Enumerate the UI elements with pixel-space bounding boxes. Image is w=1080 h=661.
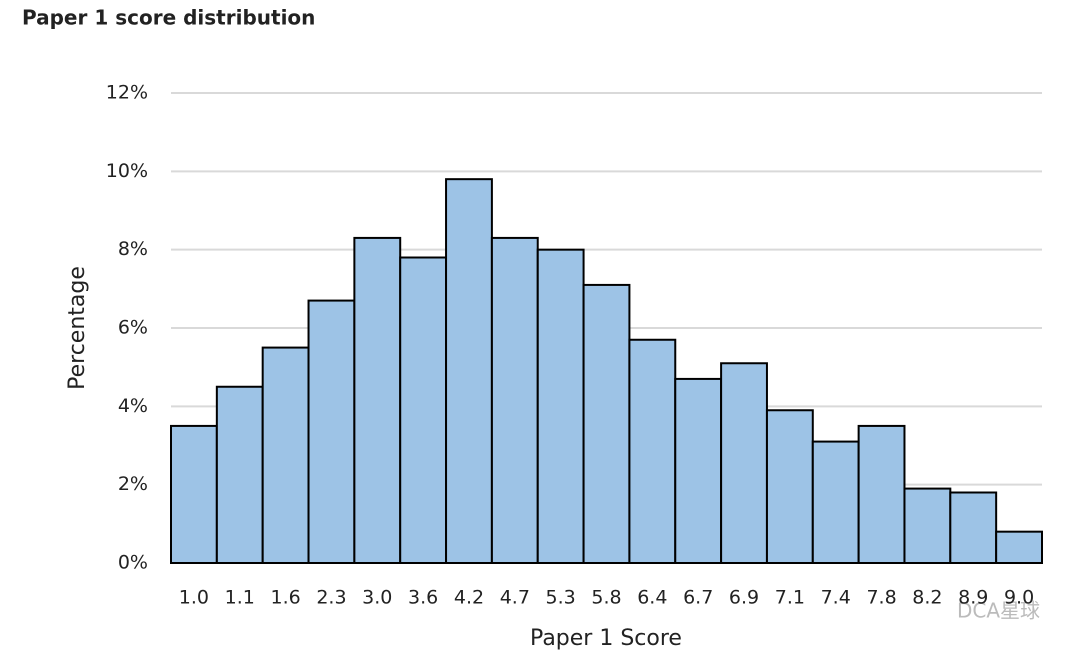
bar bbox=[307, 299, 356, 564]
x-tick-label: 5.3 bbox=[546, 587, 576, 609]
x-tick-label: 5.8 bbox=[591, 587, 621, 609]
bar bbox=[536, 248, 585, 565]
y-tick-label: 10% bbox=[106, 160, 148, 182]
bar bbox=[490, 236, 539, 565]
x-tick-label: 7.1 bbox=[775, 587, 805, 609]
x-tick-label: 7.8 bbox=[866, 587, 896, 609]
bar bbox=[399, 256, 448, 564]
bar bbox=[353, 236, 402, 565]
x-tick-label: 8.2 bbox=[912, 587, 942, 609]
bar bbox=[720, 362, 768, 564]
bar bbox=[857, 424, 906, 564]
x-tick-label: 1.0 bbox=[179, 587, 209, 609]
x-tick-label: 6.4 bbox=[637, 587, 667, 609]
x-tick-label: 6.7 bbox=[683, 587, 713, 609]
bar bbox=[170, 424, 218, 564]
x-tick-label: 7.4 bbox=[821, 587, 851, 609]
x-tick-label: 3.0 bbox=[362, 587, 392, 609]
y-tick-label: 8% bbox=[118, 238, 148, 260]
bar bbox=[811, 440, 860, 565]
x-tick-label: 4.2 bbox=[454, 587, 484, 609]
bar bbox=[949, 491, 998, 564]
bar bbox=[582, 283, 631, 564]
y-tick-label: 12% bbox=[106, 82, 148, 104]
bar bbox=[765, 409, 814, 564]
x-tick-label: 2.3 bbox=[316, 587, 346, 609]
y-tick-label: 0% bbox=[118, 552, 148, 574]
watermark: DCA星球 bbox=[957, 599, 1040, 623]
bar bbox=[995, 530, 1044, 565]
y-tick-label: 4% bbox=[118, 395, 148, 417]
bar bbox=[903, 487, 952, 565]
bar bbox=[445, 178, 493, 565]
y-tick-label: 2% bbox=[118, 473, 148, 495]
x-tick-label: 3.6 bbox=[408, 587, 438, 609]
x-tick-label: 8.9 bbox=[958, 587, 988, 609]
bar bbox=[215, 385, 264, 564]
x-axis-label: Paper 1 Score bbox=[530, 626, 682, 651]
bar bbox=[628, 338, 677, 564]
x-tick-label: 1.6 bbox=[270, 587, 300, 609]
x-tick-label: 6.9 bbox=[729, 587, 759, 609]
x-tick-label: 4.7 bbox=[500, 587, 530, 609]
y-axis-label: Percentage bbox=[65, 266, 90, 390]
y-tick-label: 6% bbox=[118, 317, 148, 339]
bar bbox=[674, 377, 723, 564]
x-tick-label: 1.1 bbox=[225, 587, 255, 609]
chart-title: Paper 1 score distribution bbox=[22, 6, 315, 30]
bar bbox=[261, 346, 310, 565]
x-tick-label: 9.0 bbox=[1004, 587, 1034, 609]
